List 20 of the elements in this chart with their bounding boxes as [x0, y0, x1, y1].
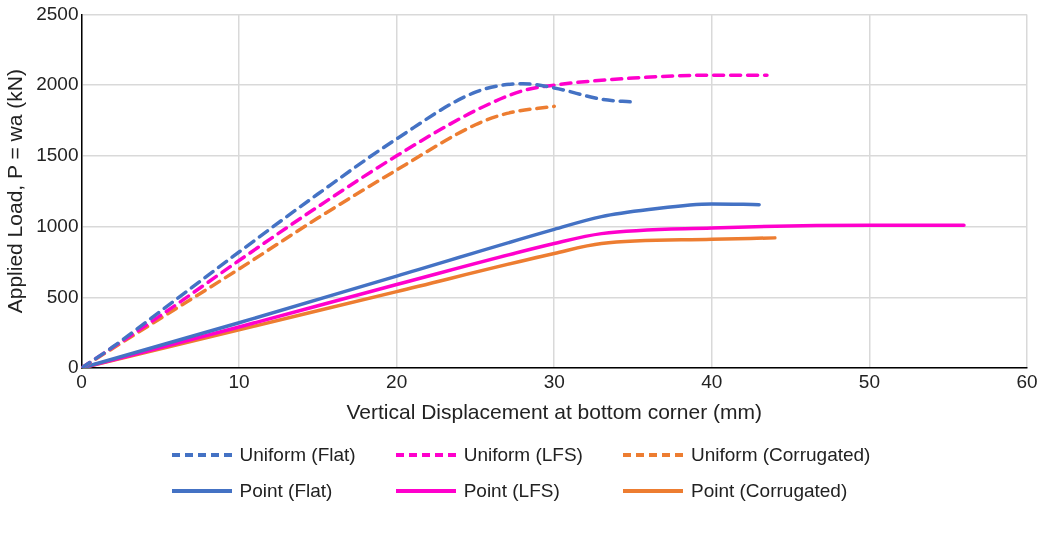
- y-tick-label: 1500: [36, 144, 79, 166]
- legend-label: Uniform (LFS): [463, 444, 583, 466]
- x-tick-label: 10: [228, 370, 250, 392]
- legend-label: Uniform (Corrugated): [690, 444, 871, 466]
- y-tick-label: 1000: [36, 214, 79, 236]
- x-tick-label: 60: [1016, 370, 1038, 392]
- y-tick-label: 500: [46, 285, 79, 307]
- y-tick-label: 0: [67, 356, 79, 378]
- y-axis-title: Applied Load, P = wa (kN): [3, 69, 27, 314]
- legend-label: Point (Flat): [239, 480, 333, 502]
- legend-label: Point (Corrugated): [690, 480, 848, 502]
- legend-label: Point (LFS): [463, 480, 560, 502]
- x-axis-title: Vertical Displacement at bottom corner (mm): [346, 400, 762, 424]
- y-tick-label: 2500: [36, 2, 79, 24]
- legend-label: Uniform (Flat): [239, 444, 356, 466]
- x-tick-label: 20: [386, 370, 408, 392]
- x-tick-label: 40: [701, 370, 723, 392]
- x-tick-label: 50: [858, 370, 880, 392]
- x-tick-label: 30: [543, 370, 565, 392]
- y-tick-label: 2000: [36, 73, 79, 95]
